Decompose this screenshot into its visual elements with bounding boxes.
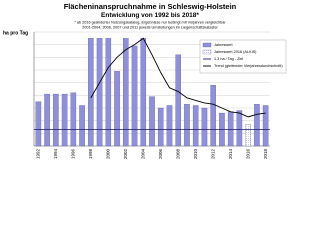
bar xyxy=(70,92,77,147)
y-axis-label: ha pro Tag xyxy=(3,30,28,36)
bar xyxy=(192,105,199,147)
bar xyxy=(79,105,85,147)
bar xyxy=(245,124,251,147)
legend-label: 1,3 ha / Tag - Ziel xyxy=(214,57,243,61)
bar xyxy=(114,71,120,147)
x-tick-label: 1998 xyxy=(88,149,93,160)
bar xyxy=(227,111,234,147)
x-tick-label: 2006 xyxy=(158,149,163,160)
bar xyxy=(210,85,216,147)
x-tick-label: 1994 xyxy=(53,149,58,160)
chart-subtitle: Entwicklung von 1992 bis 2018* xyxy=(101,12,199,19)
note: * ab 2016 geänderter Nutzungskatalog, Er… xyxy=(74,21,226,25)
x-tick-label: 1996 xyxy=(71,149,76,160)
x-tick-label: 2002 xyxy=(123,149,128,160)
bar xyxy=(149,96,155,147)
legend-label: Jahreswert xyxy=(214,43,234,47)
x-tick-label: 2004 xyxy=(140,149,145,160)
x-tick-label: 2008 xyxy=(175,149,180,160)
x-tick-label: 2012 xyxy=(210,149,215,160)
legend-label: Jahreswert 2016 (ALKIS) xyxy=(214,50,257,54)
bar xyxy=(201,107,208,147)
bar xyxy=(236,110,243,147)
bar xyxy=(184,104,190,147)
bar xyxy=(88,38,94,147)
bar xyxy=(175,54,181,147)
legend-swatch xyxy=(202,49,212,55)
x-tick-label: 2014 xyxy=(228,149,233,160)
bar xyxy=(61,93,68,147)
bar xyxy=(166,105,173,147)
x-tick-label: 1992 xyxy=(36,149,41,160)
bar xyxy=(131,45,138,147)
bar xyxy=(254,104,260,147)
x-tick-label: 2010 xyxy=(193,149,198,160)
legend-swatch xyxy=(202,42,212,48)
bar xyxy=(157,107,164,147)
note: 2001-2004, 2006, 2007 und 2011 jeweils U… xyxy=(82,26,218,30)
bar xyxy=(105,38,112,147)
bar xyxy=(53,93,59,147)
x-tick-label: 2016 xyxy=(245,149,250,160)
chart: Flächeninanspruchnahme in Schleswig-Hols… xyxy=(3,1,287,160)
bar xyxy=(96,38,103,147)
chart-title: Flächeninanspruchnahme in Schleswig-Hols… xyxy=(64,2,237,11)
trend-line xyxy=(90,37,266,118)
x-tick-label: 2018 xyxy=(263,149,268,160)
bar xyxy=(123,38,129,147)
legend-box xyxy=(199,39,287,74)
bar xyxy=(35,101,42,147)
bar xyxy=(44,93,50,147)
legend-label: Trend (gleitender Vierjahresdurchschnitt… xyxy=(214,64,283,68)
bar xyxy=(262,105,269,147)
x-tick-label: 2000 xyxy=(105,149,110,160)
